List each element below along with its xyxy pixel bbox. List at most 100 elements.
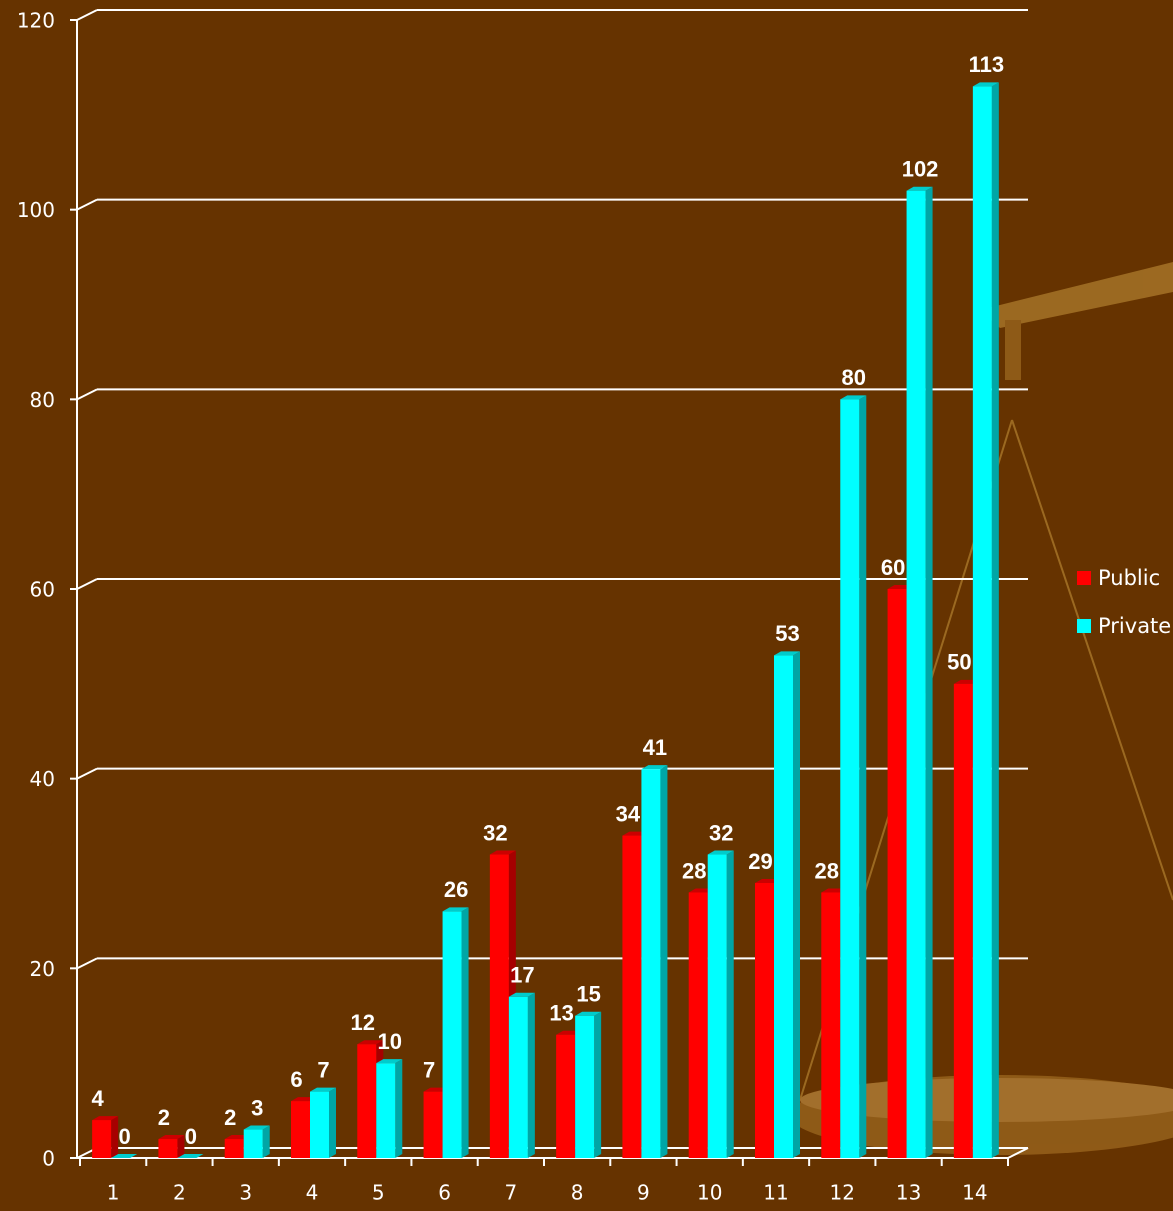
x-axis-depth (1007, 1147, 1029, 1159)
value-label: 102 (902, 157, 939, 182)
bar (291, 1101, 310, 1158)
value-label: 13 (549, 1001, 573, 1026)
bar-top (357, 1040, 384, 1045)
legend-label: Public (1098, 566, 1160, 590)
y-tick-label: 120 (17, 9, 55, 33)
legend-swatch (1077, 571, 1091, 585)
x-tick-label: 12 (830, 1181, 855, 1205)
bar-side (660, 765, 668, 1158)
bar-side (262, 1125, 270, 1158)
x-tick-label: 8 (571, 1181, 584, 1205)
bar (556, 1034, 576, 1158)
bar-side (925, 186, 933, 1158)
bar (840, 399, 860, 1158)
bar (972, 86, 992, 1159)
bar-top (310, 1087, 336, 1092)
value-label: 15 (576, 982, 600, 1007)
bar-top (508, 992, 535, 997)
bar-top (906, 186, 933, 191)
bar (707, 854, 727, 1158)
bar (755, 882, 774, 1158)
bar-top (111, 1154, 138, 1158)
grid-depth (76, 198, 98, 211)
value-label: 53 (775, 621, 799, 646)
bar-top (972, 82, 999, 87)
y-tick-label: 40 (30, 767, 55, 791)
x-tick-label: 6 (438, 1181, 451, 1205)
bar (224, 1139, 244, 1158)
value-label: 7 (423, 1057, 435, 1082)
value-label: 28 (682, 858, 706, 883)
value-label: 29 (748, 849, 772, 874)
bar-top (243, 1125, 270, 1130)
x-tick-label: 13 (896, 1181, 921, 1205)
value-label: 26 (444, 877, 468, 902)
value-label: 2 (224, 1105, 236, 1130)
value-label: 32 (709, 820, 733, 845)
x-tick-label: 1 (107, 1181, 120, 1205)
value-label: 0 (185, 1124, 197, 1149)
bar (442, 911, 462, 1158)
bar (688, 892, 708, 1158)
x-tick-label: 4 (306, 1181, 319, 1205)
value-label: 113 (969, 52, 1005, 77)
bar-top (177, 1154, 204, 1158)
bar (821, 892, 841, 1158)
grid-depth (76, 578, 98, 590)
value-label: 3 (251, 1095, 263, 1120)
value-label: 41 (643, 735, 667, 760)
bar (641, 769, 661, 1158)
bar-side (594, 1011, 602, 1158)
value-label: 80 (842, 365, 866, 390)
bar (423, 1091, 443, 1158)
bar (774, 655, 793, 1158)
bar-top (376, 1059, 403, 1064)
bar-side (461, 907, 469, 1158)
bar-side (726, 850, 734, 1158)
x-tick-label: 9 (637, 1181, 650, 1205)
bar (508, 996, 528, 1158)
y-tick-label: 100 (17, 198, 55, 222)
bar-top (442, 907, 469, 912)
bar-side (793, 651, 800, 1158)
bar (575, 1015, 595, 1158)
bar-top (707, 850, 734, 855)
value-label: 32 (483, 820, 507, 845)
bar (887, 589, 907, 1158)
legend-label: Private (1098, 614, 1171, 638)
bar (622, 835, 642, 1158)
bar (906, 190, 926, 1158)
bar-side (177, 1135, 185, 1158)
y-tick-label: 60 (30, 578, 55, 602)
bar (310, 1091, 329, 1158)
grid-depth (76, 767, 98, 780)
grid-depth (76, 9, 98, 21)
bar-top (641, 765, 668, 770)
value-label: 60 (881, 555, 905, 580)
bar-top (840, 395, 867, 400)
value-label: 6 (290, 1067, 302, 1092)
value-label: 0 (119, 1124, 131, 1149)
bar (953, 683, 973, 1158)
bar (158, 1139, 178, 1158)
grid-depth (76, 388, 98, 401)
x-tick-label: 7 (504, 1181, 517, 1205)
bar-top (92, 1116, 119, 1121)
x-tick-label: 2 (173, 1181, 186, 1205)
value-label: 12 (351, 1010, 375, 1035)
bar-side (527, 992, 535, 1158)
value-label: 4 (92, 1086, 105, 1111)
bar (357, 1044, 377, 1158)
bar-top (489, 850, 516, 855)
y-tick-label: 20 (30, 957, 55, 981)
bar-side (329, 1087, 336, 1158)
bar-top (575, 1011, 602, 1016)
bar-side (859, 395, 867, 1158)
bar-side (991, 82, 999, 1159)
legend-swatch (1077, 619, 1091, 633)
x-tick-label: 5 (372, 1181, 385, 1205)
value-label: 28 (815, 858, 839, 883)
grid-depth (76, 957, 98, 970)
y-tick-label: 80 (30, 388, 55, 412)
